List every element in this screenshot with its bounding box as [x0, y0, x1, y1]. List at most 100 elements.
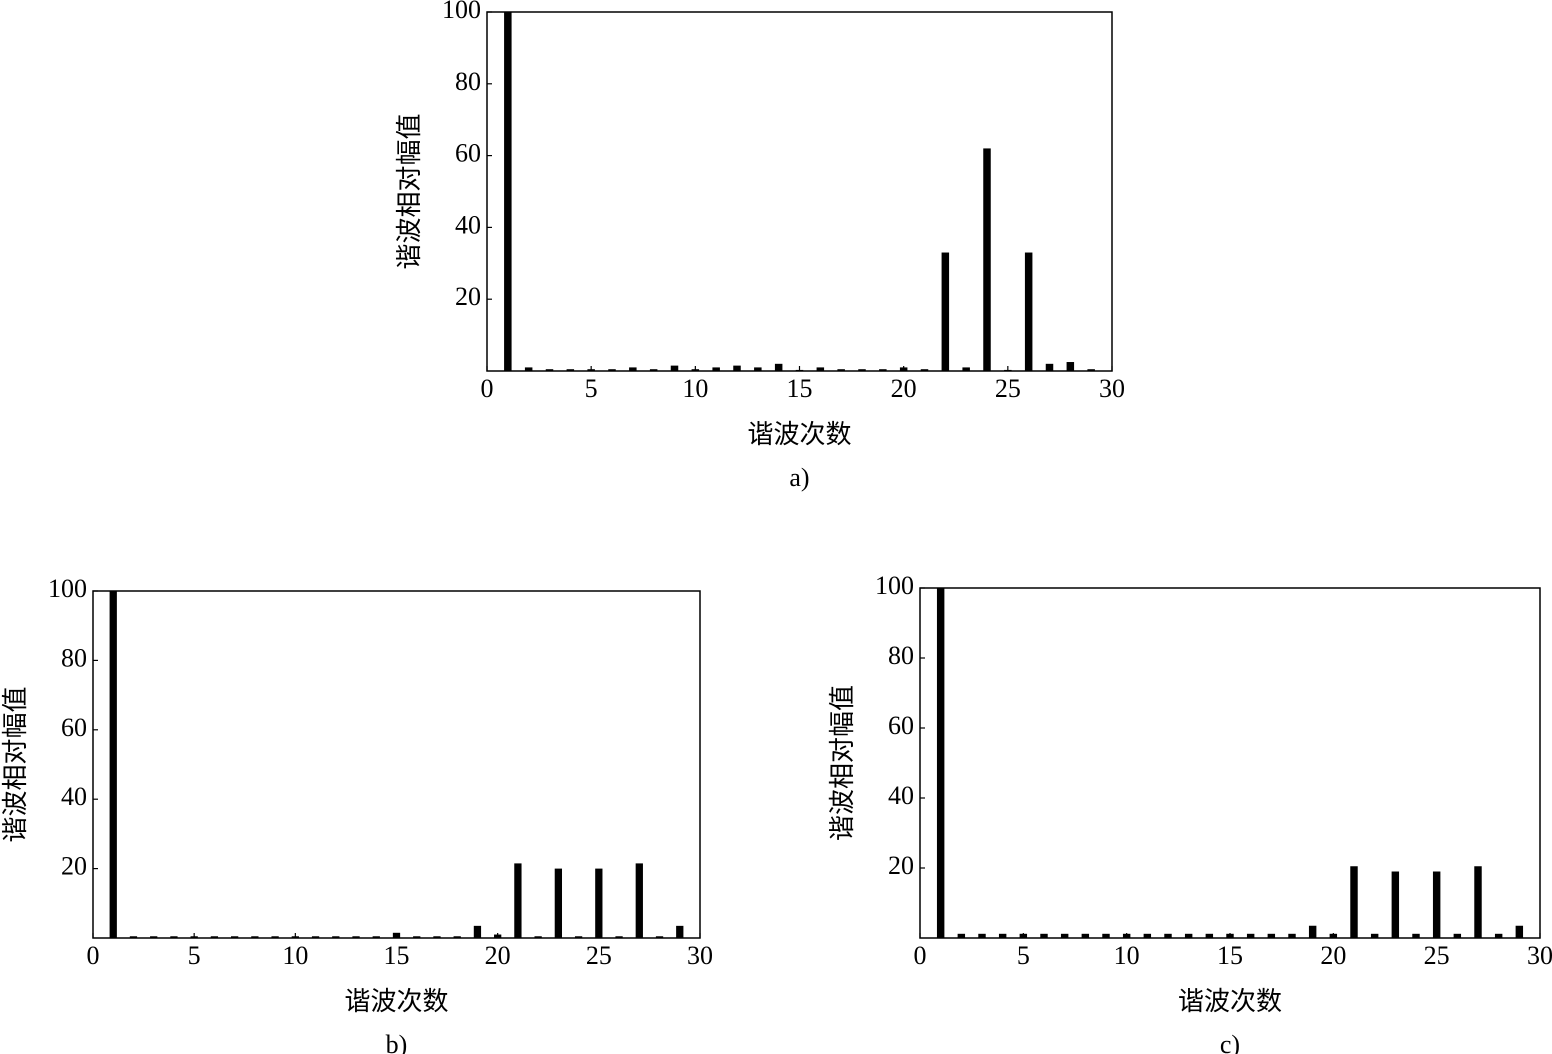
x-tick-label: 20	[891, 374, 917, 403]
y-tick-label: 100	[442, 0, 481, 24]
bar	[1066, 362, 1075, 371]
bar	[629, 367, 637, 371]
x-tick-label: 10	[682, 374, 708, 403]
caption: c)	[1220, 1030, 1240, 1054]
bar	[1412, 933, 1420, 938]
bar	[649, 369, 658, 371]
bar	[129, 936, 138, 938]
bar	[774, 363, 783, 371]
x-tick-label: 30	[1527, 941, 1552, 970]
bar	[230, 936, 239, 938]
bar	[1288, 933, 1296, 938]
y-tick-label: 40	[888, 781, 914, 810]
bar	[676, 925, 684, 938]
x-tick-label: 25	[586, 941, 612, 970]
bar	[554, 868, 563, 938]
bar	[109, 591, 117, 938]
x-tick-label: 0	[87, 941, 100, 970]
y-tick-label: 40	[455, 210, 481, 239]
y-tick-label: 100	[48, 574, 87, 603]
bar	[635, 863, 643, 938]
x-tick-label: 25	[995, 374, 1021, 403]
bar	[899, 367, 908, 371]
bar	[372, 936, 380, 938]
y-axis-label: 谐波相对幅值	[1, 686, 30, 842]
bar	[1143, 933, 1152, 938]
bar	[1226, 933, 1234, 938]
bar	[1102, 933, 1110, 938]
y-tick-label: 60	[61, 713, 87, 742]
x-tick-label: 30	[1099, 374, 1125, 403]
bar	[712, 367, 720, 371]
y-tick-label: 40	[61, 782, 87, 811]
x-tick-label: 5	[188, 941, 201, 970]
bar	[816, 367, 825, 371]
y-tick-label: 80	[888, 641, 914, 670]
bar	[957, 933, 966, 938]
bar	[670, 365, 679, 371]
bar	[1205, 933, 1214, 938]
bar	[504, 12, 512, 371]
caption: b)	[386, 1030, 408, 1054]
bar	[879, 369, 887, 371]
bar	[1081, 933, 1090, 938]
bar	[433, 936, 441, 938]
bar	[998, 933, 1007, 938]
bar	[962, 367, 970, 371]
bar	[473, 925, 482, 938]
bar	[1329, 933, 1338, 938]
bar	[858, 369, 866, 371]
y-tick-label: 100	[875, 571, 914, 600]
bar	[1087, 369, 1095, 371]
bar	[574, 936, 583, 938]
x-axis-label: 谐波次数	[747, 420, 851, 449]
bar	[1370, 933, 1379, 938]
bar	[534, 936, 542, 938]
bar	[271, 936, 279, 938]
bar	[311, 936, 320, 938]
bar	[691, 369, 700, 371]
bar	[1019, 933, 1028, 938]
bar	[1246, 933, 1255, 938]
bar	[978, 933, 986, 938]
bar	[983, 148, 991, 371]
bar	[1432, 871, 1441, 938]
x-tick-label: 0	[481, 374, 494, 403]
bar	[392, 932, 401, 938]
y-axis-label: 谐波相对幅值	[828, 685, 857, 841]
x-tick-label: 10	[282, 941, 308, 970]
bar	[413, 936, 421, 938]
bar	[1453, 933, 1462, 938]
plot-frame	[486, 11, 1113, 372]
bar	[150, 936, 158, 938]
y-tick-label: 80	[61, 643, 87, 672]
x-tick-label: 5	[585, 374, 598, 403]
bar	[920, 369, 929, 371]
y-tick-label: 20	[61, 852, 87, 881]
bar	[1474, 866, 1482, 938]
bar	[795, 369, 804, 371]
bar	[941, 252, 950, 371]
bar	[1122, 933, 1131, 938]
bar	[1308, 925, 1317, 938]
bar	[291, 936, 299, 938]
caption: a)	[789, 463, 809, 492]
bar	[1184, 933, 1193, 938]
y-tick-label: 20	[455, 282, 481, 311]
bar	[595, 868, 603, 938]
bar	[1267, 933, 1276, 938]
bar	[1164, 933, 1172, 938]
bar	[545, 369, 554, 371]
x-axis-label: 谐波次数	[344, 987, 448, 1016]
bar	[754, 367, 762, 371]
bar	[1024, 252, 1033, 371]
bar	[332, 936, 340, 938]
x-tick-label: 0	[914, 941, 927, 970]
plot-frame	[919, 587, 1541, 939]
bar	[1040, 933, 1048, 938]
bar	[1350, 866, 1358, 938]
y-tick-label: 80	[455, 67, 481, 96]
x-tick-label: 15	[384, 941, 410, 970]
bar	[453, 936, 461, 938]
